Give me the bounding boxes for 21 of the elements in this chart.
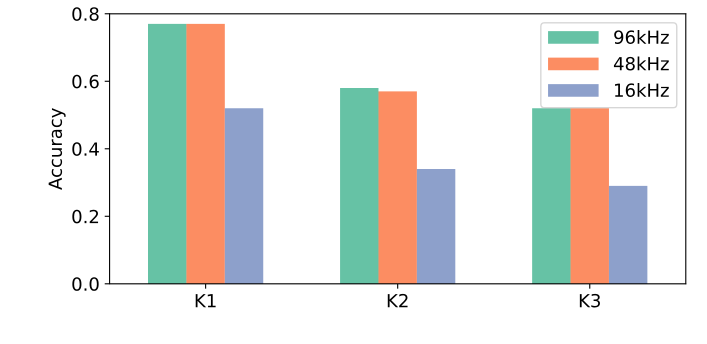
y-axis-title: Accuracy bbox=[48, 108, 66, 190]
legend-label: 96kHz bbox=[614, 30, 669, 44]
legend-label: 16kHz bbox=[615, 83, 669, 97]
y-tick-label: 0.6 bbox=[72, 74, 99, 88]
x-tick-label: K3 bbox=[580, 294, 600, 308]
y-tick-label: 0.2 bbox=[72, 210, 98, 224]
bar bbox=[224, 108, 264, 284]
bar bbox=[416, 169, 456, 284]
bar bbox=[378, 91, 417, 284]
y-tick-label: 0.8 bbox=[72, 7, 99, 21]
bar bbox=[340, 88, 378, 284]
bar bbox=[148, 24, 186, 284]
bar bbox=[608, 186, 648, 284]
y-tick-label: 0.4 bbox=[72, 142, 99, 156]
y-tick-label: 0.0 bbox=[72, 277, 99, 291]
bar bbox=[532, 108, 571, 284]
x-tick-label: K2 bbox=[388, 294, 408, 308]
bar bbox=[570, 108, 609, 284]
bar bbox=[186, 24, 225, 284]
x-tick-label: K1 bbox=[196, 294, 216, 308]
legend-label: 48kHz bbox=[614, 56, 669, 70]
